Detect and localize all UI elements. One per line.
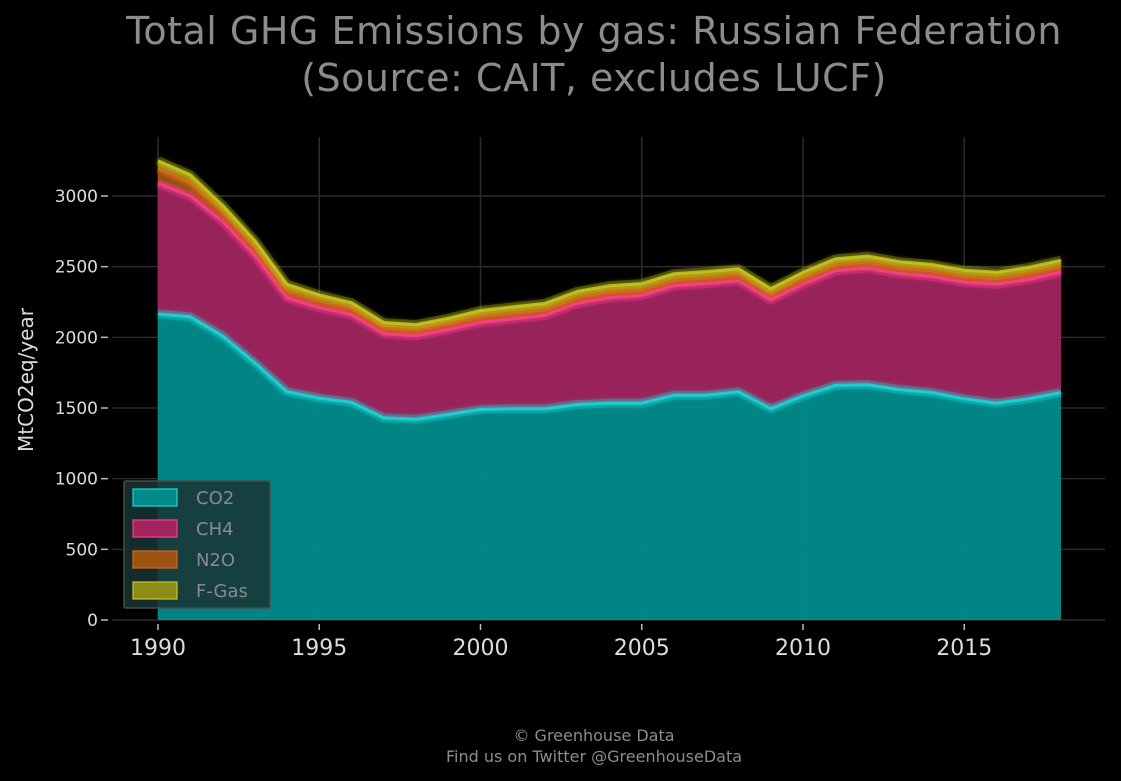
- chart-title: Total GHG Emissions by gas: Russian Fede…: [0, 8, 1121, 102]
- series-lines: [156, 156, 1062, 424]
- legend-swatch-co2: [132, 488, 178, 507]
- legend-swatch-n2o: [132, 550, 178, 569]
- line-co2: [157, 312, 1062, 421]
- credits: © Greenhouse Data Find us on Twitter @Gr…: [0, 725, 1121, 767]
- legend-swatch-ch4: [132, 519, 178, 538]
- credits-line2: Find us on Twitter @GreenhouseData: [445, 747, 743, 766]
- area-co2: [158, 314, 1061, 620]
- line-f-gas: [157, 159, 1062, 327]
- line-n2o: [157, 167, 1062, 332]
- x-tick-label: 2010: [775, 636, 831, 661]
- line-ch4: [157, 181, 1062, 338]
- stacked-areas: [158, 160, 1061, 620]
- chart-title-line2: (Source: CAIT, excludes LUCF): [301, 56, 887, 100]
- area-ch4: [158, 183, 1061, 420]
- legend-swatch-f-gas: [132, 581, 178, 600]
- chart-title-line1: Total GHG Emissions by gas: Russian Fede…: [126, 9, 1062, 53]
- x-tick-label: 2015: [936, 636, 992, 661]
- y-tick-label: 0: [87, 611, 98, 631]
- y-tick-label: 3000: [55, 187, 98, 207]
- legend-label-co2: CO2: [196, 488, 234, 509]
- credits-line1: © Greenhouse Data: [513, 726, 675, 745]
- y-tick-label: 2500: [55, 258, 98, 278]
- x-tick-label: 2000: [453, 636, 509, 661]
- axes: 0 500 1000 1500 2000 2500 3000 1990 1995 2000 2005…: [55, 187, 993, 661]
- x-tick-label: 1995: [291, 636, 347, 661]
- x-tick-label: 1990: [130, 636, 186, 661]
- legend-label-ch4: CH4: [196, 519, 234, 540]
- x-tick-label: 2005: [614, 636, 670, 661]
- legend-box: [123, 480, 271, 609]
- y-tick-label: 500: [66, 540, 98, 560]
- y-tick-label: 2000: [55, 328, 98, 348]
- y-tick-label: 1000: [55, 470, 98, 490]
- legend: CO2 CH4 N2O F-Gas: [123, 480, 271, 609]
- legend-label-f-gas: F-Gas: [196, 581, 248, 602]
- legend-label-n2o: N2O: [196, 550, 235, 571]
- y-tick-label: 1500: [55, 399, 98, 419]
